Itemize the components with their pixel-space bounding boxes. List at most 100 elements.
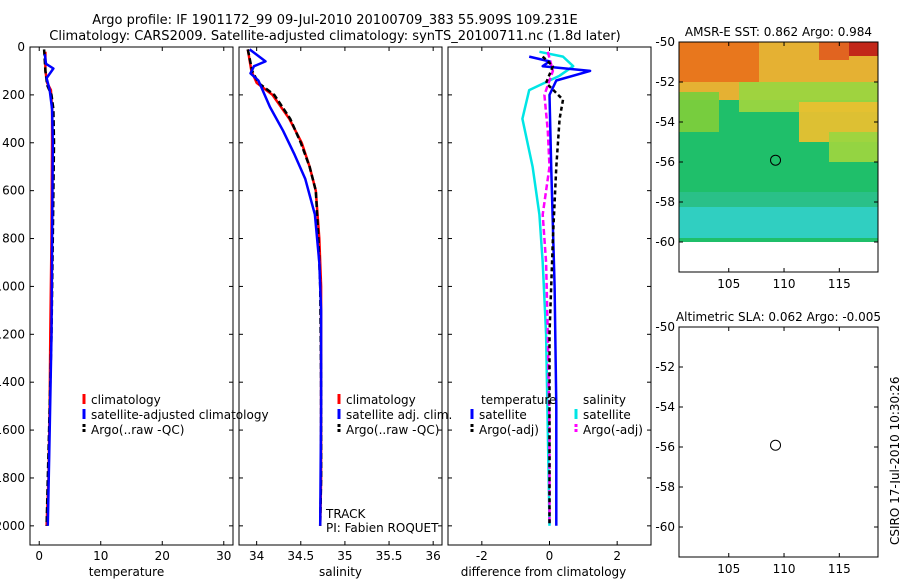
sla-anomaly-blob (773, 429, 805, 445)
x-tick-label: 10 (93, 549, 108, 563)
x-tick-label: 34.5 (287, 549, 314, 563)
title-line-2: Climatology: CARS2009. Satellite-adjuste… (49, 29, 621, 44)
undefined-y-tick-label: -56 (655, 440, 675, 454)
undefined-x-tick-label: 105 (717, 562, 740, 576)
x-tick-label: 2 (613, 549, 621, 563)
undefined-x-tick-label: 110 (773, 277, 796, 291)
x-tick-label: 20 (155, 549, 170, 563)
sla-base (679, 327, 878, 527)
undefined-y-tick-label: -56 (655, 155, 675, 169)
difference-legend-temperature-argo: Argo(-adj) (479, 423, 539, 437)
undefined-field (679, 42, 878, 242)
undefined-field (679, 327, 878, 527)
x-tick-label: 0 (35, 549, 43, 563)
sst-patch (829, 132, 878, 162)
sla-anomaly-blob (817, 380, 841, 404)
undefined-y-tick-label: -52 (655, 75, 675, 89)
sla-anomaly-blob (687, 427, 711, 447)
y-tick-label: 1000 (0, 279, 25, 293)
difference-legend-temperature-heading: temperature (481, 393, 556, 407)
title-line-1: Argo profile: IF 1901172_99 09-Jul-2010 … (92, 13, 578, 28)
undefined-frame (678, 41, 879, 273)
sla-anomaly-blob (787, 343, 811, 371)
x-tick-label: 35.5 (376, 549, 403, 563)
x-tick-label: 36 (426, 549, 441, 563)
undefined-y-tick-label: -60 (655, 520, 675, 534)
y-tick-label: 0 (17, 40, 25, 54)
y-tick-label: 1600 (0, 423, 25, 437)
y-tick-label: 1200 (0, 327, 25, 341)
salinity-legend-argo: Argo(..raw -QC) (346, 423, 439, 437)
undefined-y-tick-label: -54 (655, 115, 675, 129)
difference-temperature-satellite-line (528, 55, 592, 526)
difference-legend-temperature-satellite: satellite (479, 408, 527, 422)
temperature-legend-argo: Argo(..raw -QC) (91, 423, 184, 437)
sla-anomaly-blob (833, 337, 865, 357)
undefined-title: AMSR-E SST: 0.862 Argo: 0.984 (685, 25, 872, 39)
salinity-axis-label: salinity (319, 565, 362, 579)
x-tick-label: 30 (216, 549, 231, 563)
y-tick-label: 200 (2, 88, 25, 102)
undefined-y-tick-label: -54 (655, 400, 675, 414)
salinity-legend-satellite: satellite adj. clim. (346, 408, 452, 422)
sla-anomaly-blob (795, 489, 823, 509)
sla-anomaly-blob (854, 490, 874, 514)
temperature-satellite-line (43, 54, 55, 526)
sla-anomaly-blob (685, 338, 713, 356)
y-tick-label: 600 (2, 184, 25, 198)
x-tick-label: -2 (476, 549, 488, 563)
x-tick-label: 35 (337, 549, 352, 563)
undefined-title: Altimetric SLA: 0.062 Argo: -0.005 (676, 310, 881, 324)
sla-anomaly-blob (758, 388, 790, 406)
sla-anomaly-blob (771, 357, 787, 377)
y-tick-label: 1400 (0, 375, 25, 389)
sla-anomaly-blob (725, 435, 753, 459)
undefined-x-tick-label: 110 (773, 562, 796, 576)
salinity-climatology-line (246, 49, 323, 526)
temperature-panel-frame (29, 46, 234, 546)
sla-anomaly-blob (752, 480, 776, 504)
undefined-argo-marker (770, 439, 782, 451)
difference-axis-label: difference from climatology (461, 565, 627, 579)
salinity-satellite-line (248, 48, 323, 526)
undefined-x-tick-label: 105 (717, 277, 740, 291)
sst-patch (679, 42, 759, 82)
salinity-argo-line (246, 49, 323, 526)
undefined-y-tick-label: -50 (655, 320, 675, 334)
difference-legend-salinity-heading: salinity (583, 393, 626, 407)
undefined-x-tick-label: 115 (828, 562, 851, 576)
sla-anomaly-blob (825, 450, 853, 474)
sla-anomaly-blob (854, 406, 874, 438)
sst-patch (849, 42, 878, 56)
y-tick-label: 2000 (0, 519, 25, 533)
sla-anomaly-blob (731, 331, 767, 347)
undefined-y-tick-label: -58 (655, 195, 675, 209)
temperature-axis-label: temperature (89, 565, 164, 579)
undefined-argo-marker (770, 154, 782, 166)
sla-anomaly-blob (681, 397, 697, 417)
undefined-y-tick-label: -60 (655, 235, 675, 249)
temperature-legend-satellite: satellite-adjusted climatology (91, 408, 269, 422)
salinity-legend-climatology: climatology (346, 393, 416, 407)
undefined-x-tick-label: 115 (828, 277, 851, 291)
sla-anomaly-blob (709, 371, 729, 403)
y-tick-label: 800 (2, 232, 25, 246)
difference-legend-salinity-argo: Argo(-adj) (583, 423, 643, 437)
sst-patch (679, 207, 878, 238)
track-label: TRACK (325, 507, 367, 521)
y-tick-label: 400 (2, 136, 25, 150)
undefined-frame (678, 326, 879, 558)
sst-patch (679, 92, 719, 132)
x-tick-label: 0 (546, 549, 554, 563)
x-tick-label: 34 (249, 549, 264, 563)
sla-anomaly-blob (693, 477, 725, 497)
temperature-legend-climatology: climatology (91, 393, 161, 407)
difference-temperature-argo-line (541, 55, 565, 526)
difference-salinity-satellite-line (521, 50, 575, 526)
y-tick-label: 1800 (0, 471, 25, 485)
undefined-y-tick-label: -52 (655, 360, 675, 374)
undefined-y-tick-label: -50 (655, 35, 675, 49)
pi-label: PI: Fabien ROQUET (326, 521, 439, 535)
difference-legend-salinity-satellite: satellite (583, 408, 631, 422)
undefined-y-tick-label: -58 (655, 480, 675, 494)
